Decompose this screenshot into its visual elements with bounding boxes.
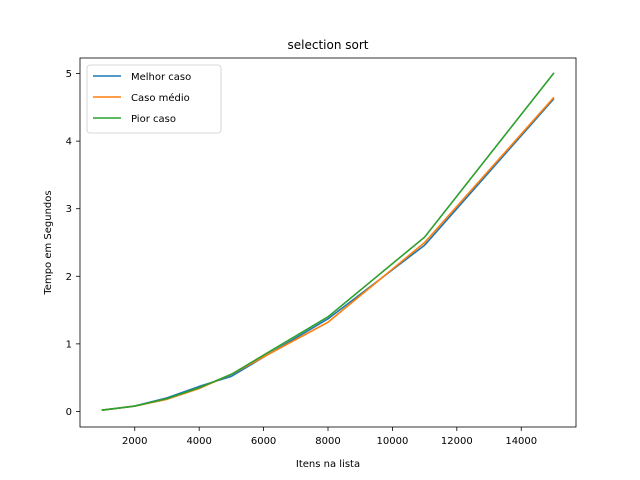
plot-area xyxy=(101,72,555,411)
y-tick-label: 5 xyxy=(66,69,72,80)
legend-label-0: Melhor caso xyxy=(131,72,191,83)
x-tick-label: 10000 xyxy=(377,436,409,447)
legend-label-2: Pior caso xyxy=(131,114,176,125)
x-tick-label: 8000 xyxy=(315,436,340,447)
y-axis-title: Tempo em Segundos xyxy=(43,190,54,295)
x-tick-label: 4000 xyxy=(186,436,211,447)
x-tick-label: 12000 xyxy=(441,436,473,447)
y-tick-label: 1 xyxy=(66,339,72,350)
x-tick-label: 2000 xyxy=(122,436,147,447)
x-axis: 2000 4000 6000 8000 10000 12000 14000 xyxy=(122,427,537,447)
x-tick-label: 14000 xyxy=(505,436,537,447)
legend-box xyxy=(86,64,222,134)
y-tick-label: 4 xyxy=(66,137,72,148)
y-tick-label: 3 xyxy=(66,204,72,215)
x-axis-title: Itens na lista xyxy=(296,459,360,470)
y-axis: 0 1 2 3 4 5 xyxy=(66,69,80,418)
series-line-2 xyxy=(101,72,555,411)
chart-title: selection sort xyxy=(288,38,369,52)
y-tick-label: 2 xyxy=(66,272,72,283)
x-tick-label: 6000 xyxy=(251,436,276,447)
legend: Melhor caso Caso médio Pior caso xyxy=(86,64,222,134)
y-tick-label: 0 xyxy=(66,407,72,418)
legend-label-1: Caso médio xyxy=(131,92,190,104)
